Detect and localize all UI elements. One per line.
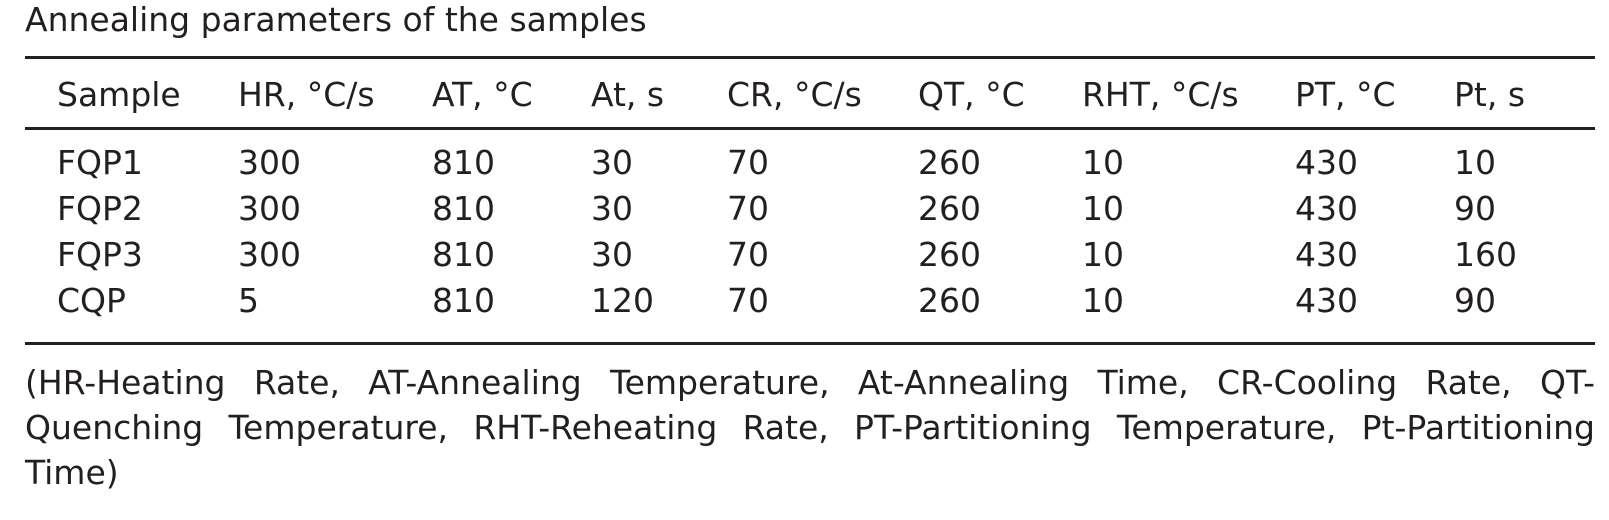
table-row: FQP1 300 810 30 70 260 10 430 10 — [0, 140, 1609, 186]
header-partitioning-time: Pt, s — [1454, 75, 1526, 114]
table-cell: 260 — [918, 143, 981, 182]
table-cell: 10 — [1082, 281, 1124, 320]
table-cell: 90 — [1454, 189, 1496, 228]
table-cell: 300 — [238, 189, 301, 228]
table-cell: 810 — [432, 189, 495, 228]
table-cell: 10 — [1082, 143, 1124, 182]
table-cell: 30 — [591, 143, 633, 182]
header-sample: Sample — [57, 75, 181, 114]
table-cell: FQP3 — [57, 235, 143, 274]
table-caption: Annealing parameters of the samples — [25, 0, 647, 39]
table-cell: CQP — [57, 281, 126, 320]
table-cell: 430 — [1295, 189, 1358, 228]
header-reheating-rate: RHT, °C/s — [1082, 75, 1239, 114]
table-cell: 10 — [1454, 143, 1496, 182]
header-heating-rate: HR, °C/s — [238, 75, 375, 114]
top-rule — [25, 56, 1595, 59]
table-row: FQP3 300 810 30 70 260 10 430 160 — [0, 232, 1609, 278]
table-cell: 10 — [1082, 235, 1124, 274]
table-row: CQP 5 810 120 70 260 10 430 90 — [0, 278, 1609, 324]
table-cell: FQP1 — [57, 143, 143, 182]
table-cell: 260 — [918, 235, 981, 274]
table-header-row: Sample HR, °C/s AT, °C At, s CR, °C/s QT… — [0, 72, 1609, 118]
table-cell: 70 — [727, 281, 769, 320]
table-cell: 120 — [591, 281, 654, 320]
header-rule — [25, 127, 1595, 130]
header-quenching-temperature: QT, °C — [918, 75, 1025, 114]
header-cooling-rate: CR, °C/s — [727, 75, 862, 114]
table-row: FQP2 300 810 30 70 260 10 430 90 — [0, 186, 1609, 232]
table-cell: 810 — [432, 281, 495, 320]
table-cell: 260 — [918, 189, 981, 228]
table-cell: 430 — [1295, 143, 1358, 182]
table-cell: 260 — [918, 281, 981, 320]
table-cell: 810 — [432, 143, 495, 182]
table-cell: 430 — [1295, 235, 1358, 274]
table-cell: 430 — [1295, 281, 1358, 320]
header-annealing-temperature: AT, °C — [432, 75, 533, 114]
header-partitioning-temperature: PT, °C — [1295, 75, 1396, 114]
table-cell: 10 — [1082, 189, 1124, 228]
table-cell: 30 — [591, 235, 633, 274]
table-footnote: (HR-Heating Rate, AT-Annealing Temperatu… — [25, 363, 1595, 492]
table-cell: 90 — [1454, 281, 1496, 320]
table-cell: FQP2 — [57, 189, 143, 228]
table-cell: 70 — [727, 143, 769, 182]
table-cell: 300 — [238, 143, 301, 182]
header-annealing-time: At, s — [591, 75, 665, 114]
table-cell: 70 — [727, 189, 769, 228]
table-cell: 810 — [432, 235, 495, 274]
table-cell: 160 — [1454, 235, 1517, 274]
table-cell: 30 — [591, 189, 633, 228]
bottom-rule — [25, 342, 1595, 345]
table-cell: 5 — [238, 281, 259, 320]
table-cell: 70 — [727, 235, 769, 274]
table-cell: 300 — [238, 235, 301, 274]
